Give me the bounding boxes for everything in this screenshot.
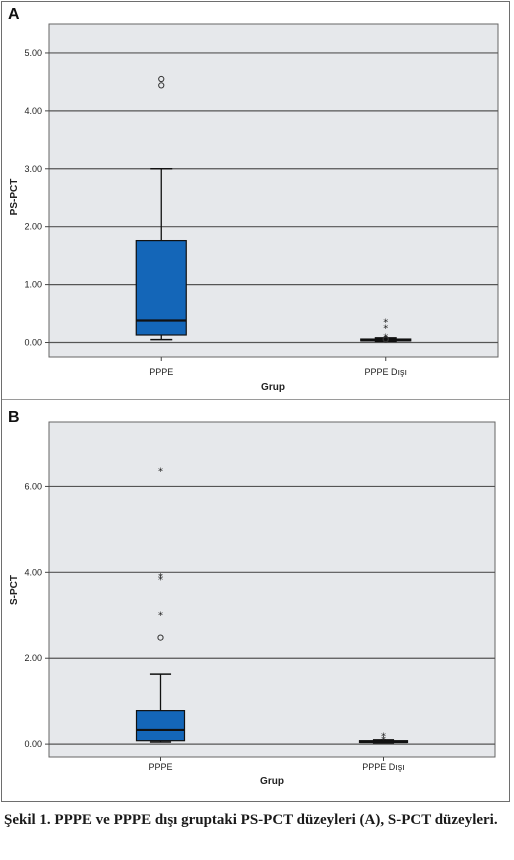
panel-a-letter: A bbox=[8, 6, 20, 23]
panel-a-plot-area bbox=[48, 23, 499, 358]
box-1: *** bbox=[360, 318, 412, 344]
outlier-point bbox=[157, 634, 164, 641]
y-tick-label: 4.00 bbox=[24, 106, 42, 116]
y-tick-label: 2.00 bbox=[24, 222, 42, 232]
panel-b-boxes: ****** bbox=[135, 467, 409, 746]
panel-b-letter: B bbox=[8, 409, 20, 426]
iqr-box bbox=[135, 239, 187, 336]
panel-b-x-axis-title: Grup bbox=[260, 776, 284, 787]
iqr-box bbox=[135, 710, 186, 742]
box-0 bbox=[135, 75, 187, 341]
extreme-point: * bbox=[381, 732, 386, 743]
panel-b-category-pppe-disi: PPPE Dışı bbox=[362, 762, 405, 772]
panel-b-category-pppe: PPPE bbox=[148, 762, 172, 772]
box-1: ** bbox=[358, 732, 409, 746]
y-tick-label: 0.00 bbox=[24, 739, 42, 749]
extreme-point: * bbox=[381, 735, 386, 746]
extreme-point: * bbox=[158, 467, 163, 478]
outlier-point bbox=[158, 82, 165, 89]
outlier-point bbox=[382, 335, 389, 343]
panel-divider bbox=[2, 399, 509, 400]
figure-caption: Şekil 1. PPPE ve PPPE dışı gruptaki PS-P… bbox=[4, 812, 498, 828]
y-tick-label: 0.00 bbox=[24, 338, 42, 348]
y-tick-label: 5.00 bbox=[24, 48, 42, 58]
panel-a-category-pppe-disi: PPPE Dışı bbox=[364, 367, 407, 377]
panel-b-y-ticks: 0.00 2.00 4.00 6.00 bbox=[24, 481, 384, 761]
y-tick-label: 3.00 bbox=[24, 164, 42, 174]
panel-a-boxes: *** bbox=[135, 75, 412, 344]
extreme-point: * bbox=[158, 575, 163, 586]
figure-frame: A 0.00 1.00 2.00 3.00 4.00 5.00 * * * PPPE PPPE… bbox=[1, 1, 510, 802]
boxplot-panel-b: B 0.002.004.006.00 ****** PPPE PPPE Dışı… bbox=[8, 409, 496, 787]
y-tick-label: 4.00 bbox=[24, 567, 42, 577]
extreme-point: * bbox=[383, 318, 388, 329]
boxplot-panel-a: A 0.001.002.003.004.005.00 *** PPPE PPPE… bbox=[8, 6, 499, 393]
panel-a-x-axis-title: Grup bbox=[261, 382, 285, 393]
y-tick-label: 6.00 bbox=[24, 481, 42, 491]
panel-a-category-pppe: PPPE bbox=[149, 367, 173, 377]
extreme-point: * bbox=[158, 572, 163, 583]
extreme-point: * bbox=[383, 323, 388, 334]
box-0: **** bbox=[135, 467, 186, 743]
panel-b-y-axis-title: S-PCT bbox=[9, 575, 20, 605]
panel-a-grid bbox=[49, 52, 498, 344]
panel-b-plot-area bbox=[48, 421, 496, 758]
panel-a-y-axis-title: PS-PCT bbox=[9, 179, 20, 216]
y-tick-label: 1.00 bbox=[24, 280, 42, 290]
extreme-point: * bbox=[158, 610, 163, 621]
y-tick-label: 2.00 bbox=[24, 653, 42, 663]
panel-a-y-ticks: 0.00 1.00 2.00 3.00 4.00 5.00 bbox=[24, 48, 387, 361]
panel-b-grid bbox=[49, 485, 495, 745]
outlier-point bbox=[158, 75, 165, 83]
extreme-point: * bbox=[383, 333, 388, 344]
